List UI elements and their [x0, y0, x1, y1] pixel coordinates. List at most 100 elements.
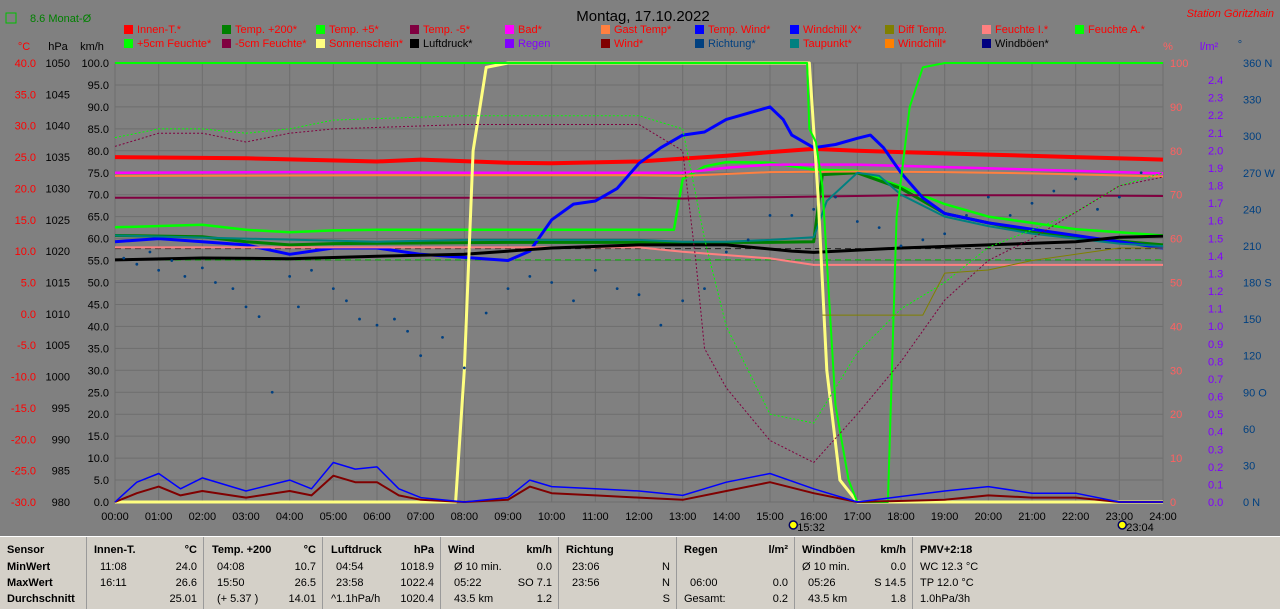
rain-tick-label: 1.2	[1208, 286, 1223, 298]
direction-point	[375, 323, 379, 327]
direction-point	[1096, 207, 1099, 211]
direction-point	[122, 256, 126, 260]
stat-row1-label: Ø 10 min.	[454, 561, 502, 573]
legend-swatch	[505, 25, 514, 34]
legend-item: +5cm Feuchte*	[124, 38, 212, 50]
hpa-tick-label: 1045	[46, 89, 70, 101]
direction-point	[593, 268, 597, 272]
legend-item: Bad*	[505, 24, 543, 36]
direction-point	[270, 390, 274, 394]
time-tick-label: 21:00	[1018, 511, 1046, 523]
stat-label-min: MinWert	[7, 561, 51, 573]
stat-max-time: 23:58	[336, 577, 364, 589]
celsius-tick-label: -15.0	[11, 403, 36, 415]
direction-point	[419, 354, 423, 358]
legend-item: Sonnenschein*	[316, 38, 404, 50]
percent-tick-label: 20	[1170, 409, 1182, 421]
percent-tick-label: 80	[1170, 146, 1182, 158]
kmh-tick-label: 75.0	[88, 168, 109, 180]
stat-max-value: 26.6	[175, 577, 197, 589]
stat-head: Windböen	[802, 544, 856, 556]
stat-row3-value: 0.2	[772, 593, 788, 605]
stat-min-value: 24.0	[175, 561, 197, 573]
legend-swatch	[982, 39, 991, 48]
legend-label: Temp. Wind*	[708, 24, 771, 36]
direction-point	[965, 214, 968, 217]
legend-swatch	[124, 25, 133, 34]
stat-row2-value: S 14.5	[874, 577, 906, 589]
series-gast-temp	[114, 170, 1164, 178]
direction-point	[681, 299, 685, 303]
stat-pmv-row1: WC 12.3 °C	[920, 561, 979, 573]
legend-swatch	[695, 39, 704, 48]
axis-header-kmh: km/h	[80, 41, 104, 53]
series-5cm-feuchte	[114, 124, 1164, 463]
series-temp-200	[114, 171, 1164, 247]
hpa-tick-label: 1005	[46, 340, 70, 352]
monat-legend-swatch	[5, 12, 17, 24]
direction-point	[550, 281, 554, 284]
stats-temp: Temp. +200 °C 04:08 10.7 15:50 26.5 (+ 5…	[203, 537, 323, 609]
direction-tick-label: 90 O	[1243, 387, 1267, 399]
series-richtung	[122, 171, 1143, 394]
time-tick-label: 03:00	[232, 511, 260, 523]
legend-label: Temp. -5*	[423, 24, 471, 36]
stat-row2-label: 05:22	[454, 577, 482, 589]
chart-legend: Innen-T.* Temp. +200* Temp. +5* Temp. -5* Ba…	[124, 24, 1146, 50]
legend-swatch	[601, 39, 610, 48]
direction-point	[1030, 201, 1034, 205]
stat-min-value: 1018.9	[400, 561, 434, 573]
direction-point	[986, 195, 990, 199]
celsius-tick-label: 10.0	[15, 246, 36, 258]
celsius-tick-label: -20.0	[11, 434, 36, 446]
time-tick-label: 05:00	[320, 511, 348, 523]
direction-point	[899, 244, 903, 248]
stats-windboeen: Windböen km/h Ø 10 min. 0.0 05:26 S 14.5…	[794, 537, 913, 609]
stat-head: Innen-T.	[94, 544, 136, 556]
legend-item: Wind*	[601, 38, 644, 50]
series-layer	[114, 61, 1164, 504]
stat-avg-value: 1020.4	[400, 593, 434, 605]
percent-tick-label: 40	[1170, 321, 1182, 333]
rain-tick-label: 0.2	[1208, 462, 1223, 474]
legend-item: Gast Temp*	[601, 24, 672, 36]
direction-point	[157, 268, 161, 272]
stat-min-time: 04:54	[336, 561, 364, 573]
legend-swatch	[885, 25, 894, 34]
rain-tick-label: 0.8	[1208, 356, 1223, 368]
rain-tick-label: 0.9	[1208, 339, 1223, 351]
stat-row2-value: 0.0	[772, 577, 788, 589]
time-tick-label: 20:00	[975, 511, 1003, 523]
kmh-tick-label: 80.0	[88, 146, 109, 158]
time-tick-label: 19:00	[931, 511, 959, 523]
legend-item: Temp. +200*	[222, 24, 298, 36]
stat-avg-value: 25.01	[169, 593, 197, 605]
kmh-tick-label: 65.0	[88, 212, 109, 224]
hpa-tick-label: 1030	[46, 183, 70, 195]
stat-row2-label: 23:56	[572, 577, 600, 589]
hpa-tick-label: 1000	[46, 372, 70, 384]
time-tick-label: 16:00	[800, 511, 828, 523]
direction-tick-label: 270 W	[1243, 168, 1275, 180]
sun-marker-icon	[788, 520, 799, 530]
kmh-tick-label: 95.0	[88, 80, 109, 92]
legend-item: Temp. -5*	[410, 24, 471, 36]
direction-point	[637, 293, 641, 297]
direction-point	[462, 366, 466, 370]
direction-point	[528, 275, 532, 278]
percent-tick-label: 70	[1170, 190, 1182, 202]
direction-point	[724, 250, 728, 254]
hpa-tick-label: 1010	[46, 309, 70, 321]
time-tick-label: 04:00	[276, 511, 304, 523]
time-tick-label: 01:00	[145, 511, 173, 523]
direction-point	[746, 238, 750, 242]
stat-unit: °C	[184, 544, 197, 556]
hpa-tick-label: 1040	[46, 121, 70, 133]
kmh-tick-label: 90.0	[88, 102, 109, 114]
celsius-tick-label: -10.0	[11, 372, 36, 384]
legend-label: Richtung*	[708, 38, 756, 50]
rain-tick-label: 0.3	[1208, 444, 1223, 456]
direction-point	[1052, 189, 1056, 193]
legend-swatch	[410, 39, 419, 48]
direction-point	[244, 305, 248, 309]
